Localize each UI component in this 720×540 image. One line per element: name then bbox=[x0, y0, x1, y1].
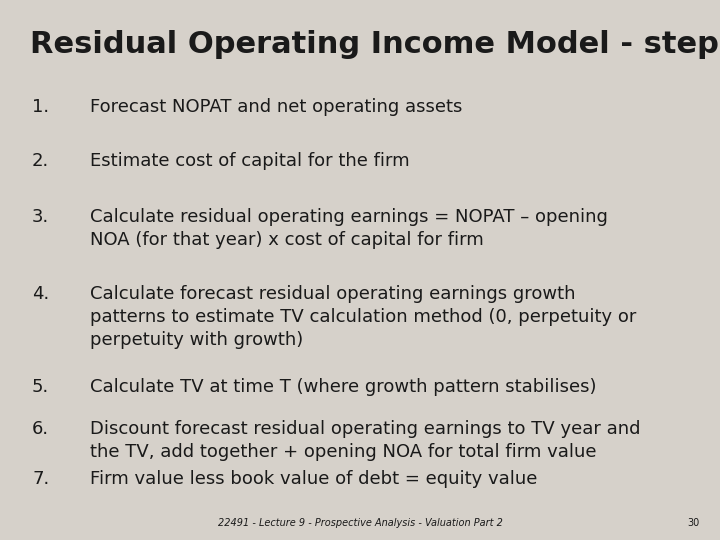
Text: Calculate residual operating earnings = NOPAT – opening
NOA (for that year) x co: Calculate residual operating earnings = … bbox=[90, 208, 608, 249]
Text: 6.: 6. bbox=[32, 420, 49, 438]
Text: Estimate cost of capital for the firm: Estimate cost of capital for the firm bbox=[90, 152, 410, 170]
Text: Firm value less book value of debt = equity value: Firm value less book value of debt = equ… bbox=[90, 470, 537, 488]
Text: 1.: 1. bbox=[32, 98, 49, 116]
Text: 3.: 3. bbox=[32, 208, 49, 226]
Text: 4.: 4. bbox=[32, 285, 49, 303]
Text: 2.: 2. bbox=[32, 152, 49, 170]
Text: 22491 - Lecture 9 - Prospective Analysis - Valuation Part 2: 22491 - Lecture 9 - Prospective Analysis… bbox=[217, 518, 503, 528]
Text: Calculate TV at time T (where growth pattern stabilises): Calculate TV at time T (where growth pat… bbox=[90, 378, 596, 396]
Text: Calculate forecast residual operating earnings growth
patterns to estimate TV ca: Calculate forecast residual operating ea… bbox=[90, 285, 636, 349]
Text: Discount forecast residual operating earnings to TV year and
the TV, add togethe: Discount forecast residual operating ear… bbox=[90, 420, 641, 461]
Text: Forecast NOPAT and net operating assets: Forecast NOPAT and net operating assets bbox=[90, 98, 462, 116]
Text: 5.: 5. bbox=[32, 378, 49, 396]
Text: 30: 30 bbox=[688, 518, 700, 528]
Text: Residual Operating Income Model - steps: Residual Operating Income Model - steps bbox=[30, 30, 720, 59]
Text: 7.: 7. bbox=[32, 470, 49, 488]
